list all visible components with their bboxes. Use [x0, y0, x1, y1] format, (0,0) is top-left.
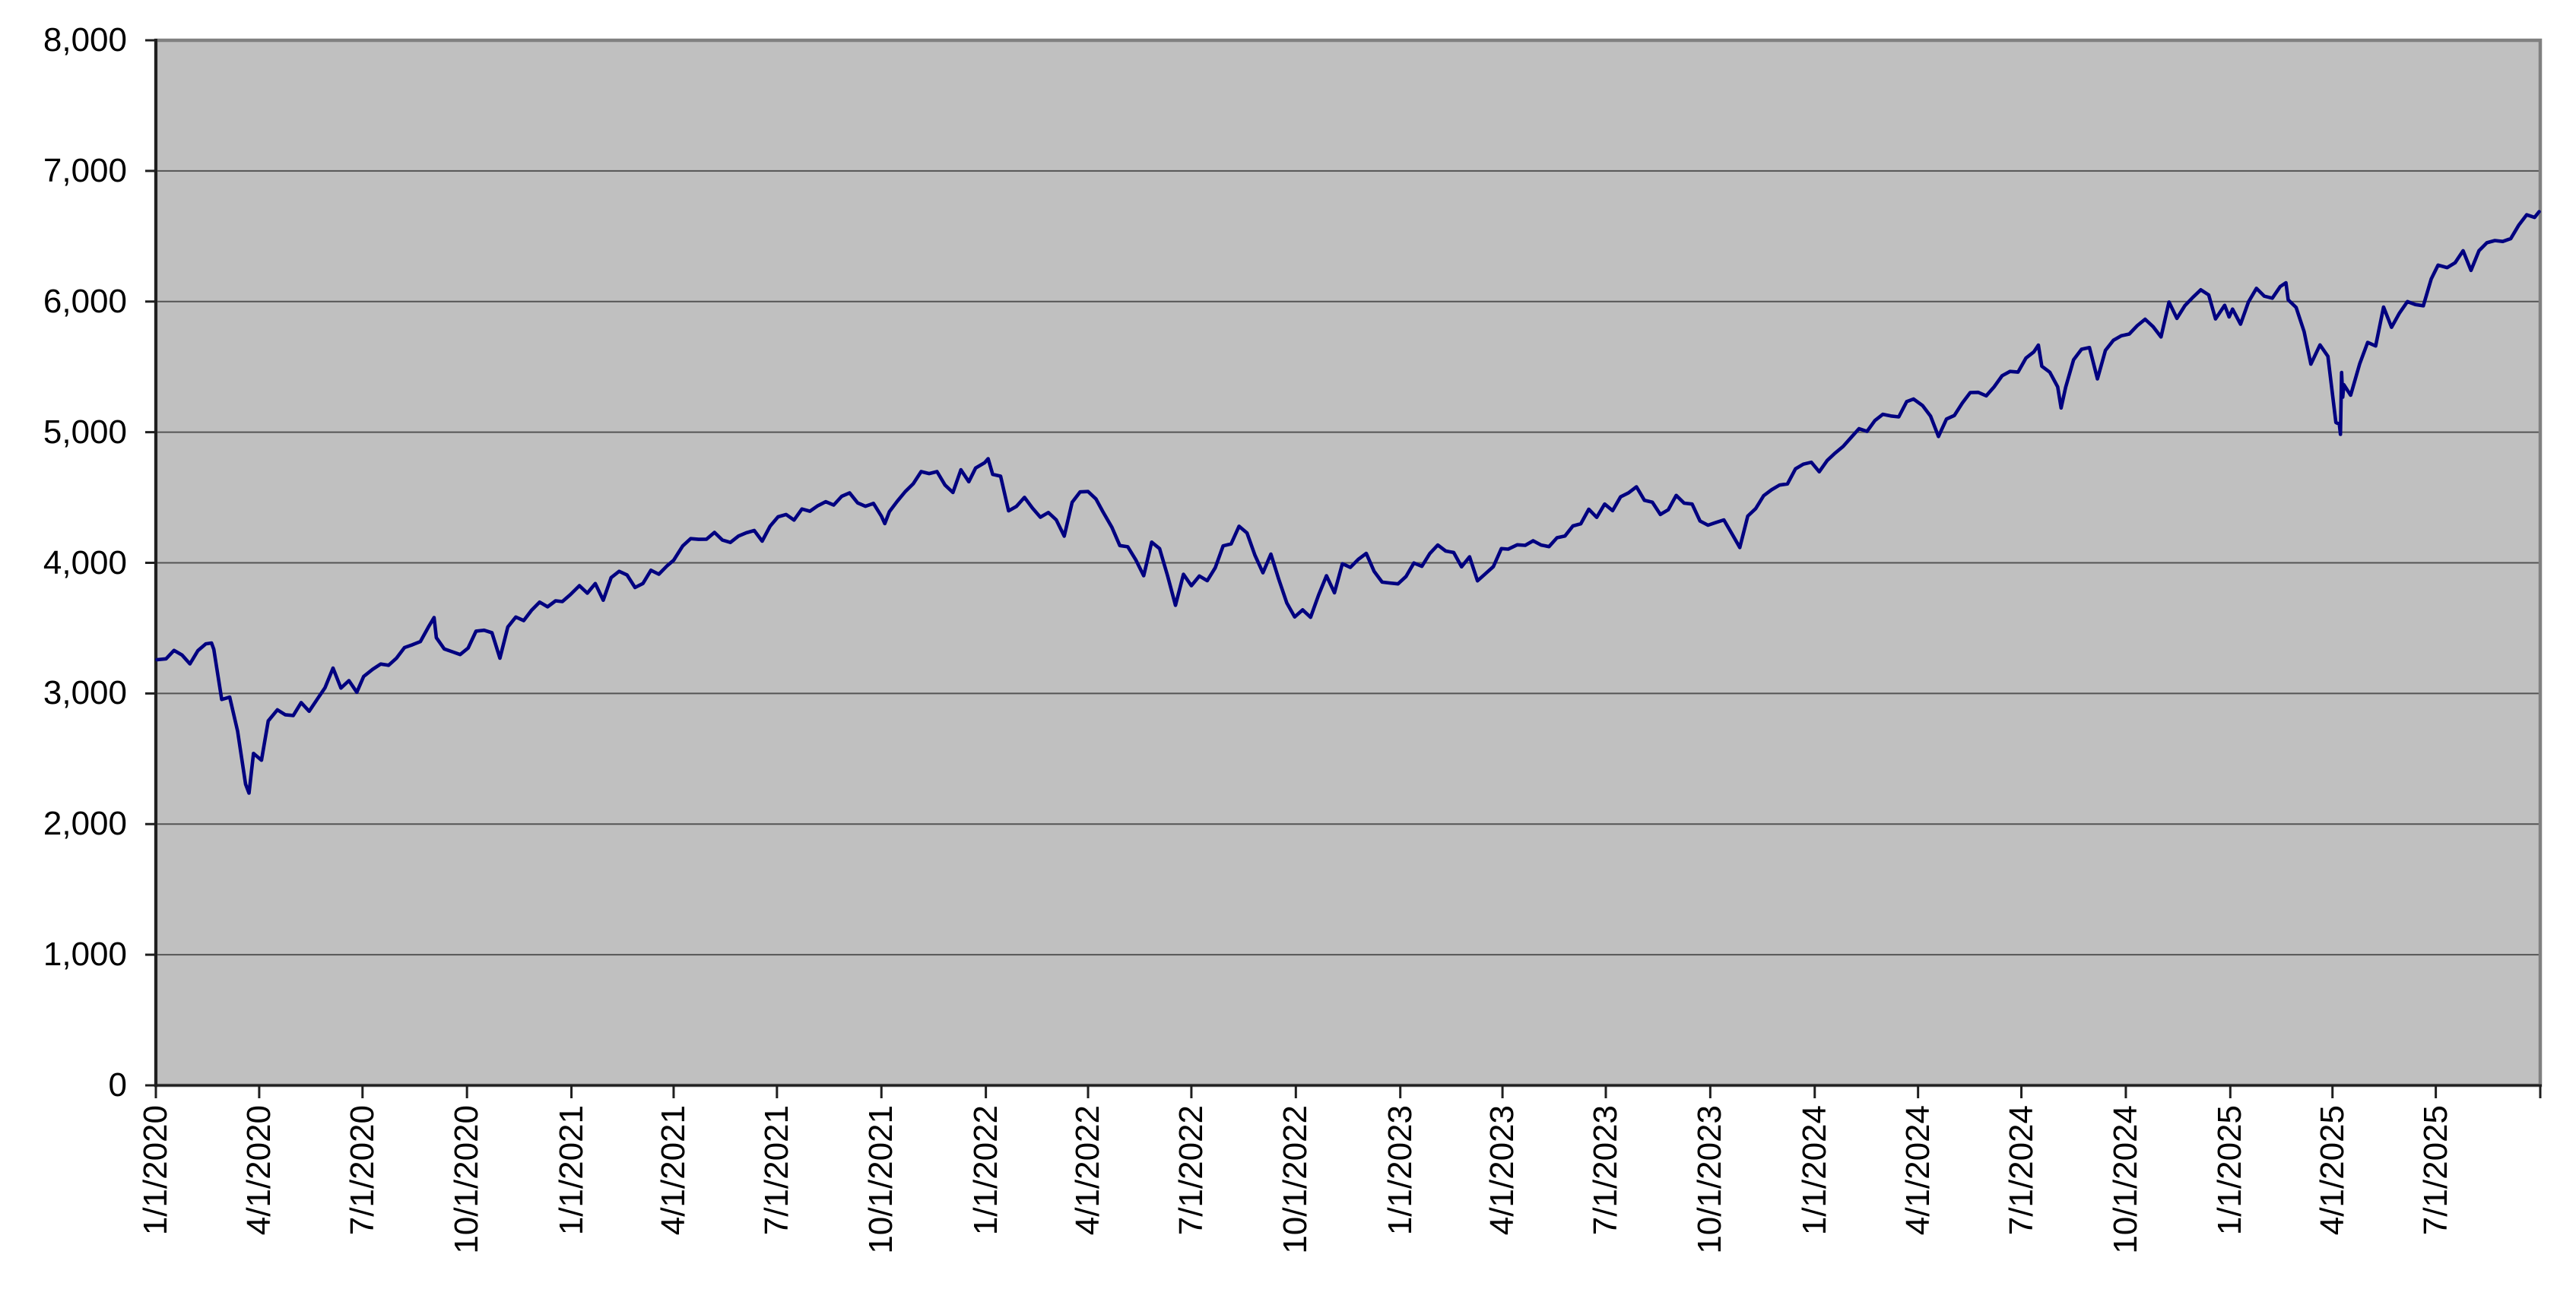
x-axis-label: 7/1/2021 [757, 1105, 795, 1236]
x-axis-label: 1/1/2022 [966, 1105, 1004, 1236]
x-axis-label: 1/1/2020 [137, 1105, 174, 1236]
x-axis-label: 7/1/2022 [1172, 1105, 1210, 1236]
x-axis-label: 10/1/2021 [862, 1105, 900, 1254]
price-line [155, 210, 2541, 795]
y-axis-label: 1,000 [43, 936, 127, 974]
y-axis-label: 5,000 [43, 413, 127, 451]
x-axis-label: 4/1/2024 [1899, 1105, 1937, 1236]
x-axis-label: 4/1/2022 [1069, 1105, 1107, 1236]
x-axis-label: 1/1/2024 [1795, 1105, 1833, 1236]
x-axis-label: 4/1/2025 [2313, 1105, 2351, 1236]
x-axis-label: 10/1/2020 [448, 1105, 486, 1254]
y-axis-label: 7,000 [43, 151, 127, 189]
x-axis-label: 4/1/2023 [1483, 1105, 1521, 1236]
x-axis-label: 7/1/2023 [1586, 1105, 1624, 1236]
x-axis-label: 7/1/2020 [343, 1105, 381, 1236]
x-axis-label: 10/1/2023 [1691, 1105, 1729, 1254]
x-axis-label: 7/1/2024 [2002, 1105, 2040, 1236]
x-axis-label: 1/1/2021 [552, 1105, 590, 1236]
y-axis-label: 6,000 [43, 282, 127, 320]
x-axis-label: 1/1/2025 [2211, 1105, 2249, 1236]
y-axis-label: 0 [108, 1066, 127, 1104]
y-axis-label: 2,000 [43, 805, 127, 843]
y-axis-label: 3,000 [43, 674, 127, 712]
x-axis-label: 10/1/2024 [2106, 1105, 2144, 1254]
x-axis-label: 4/1/2021 [654, 1105, 692, 1236]
x-axis-label: 4/1/2020 [240, 1105, 278, 1236]
x-axis-label: 10/1/2022 [1277, 1105, 1315, 1254]
y-axis-label: 4,000 [43, 543, 127, 581]
x-axis-label: 1/1/2023 [1381, 1105, 1419, 1236]
x-axis-label: 7/1/2025 [2416, 1105, 2454, 1236]
y-axis-label: 8,000 [43, 21, 127, 59]
